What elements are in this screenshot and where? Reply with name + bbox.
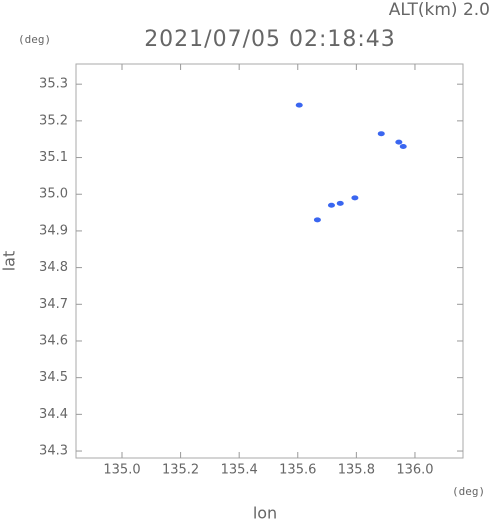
y-tick-label: 35.3 — [39, 77, 68, 92]
plot-frame — [75, 63, 464, 459]
x-tick-label: 135.4 — [221, 463, 258, 478]
y-tick-label: 34.8 — [39, 260, 68, 275]
y-tick-label: 34.4 — [39, 407, 68, 422]
y-unit: (deg) — [18, 33, 51, 46]
y-tick-label: 34.5 — [39, 370, 68, 385]
echo-cell — [313, 217, 321, 223]
x-tick-label: 135.8 — [338, 463, 375, 478]
y-tick-label: 34.7 — [39, 297, 68, 312]
echo-cell — [295, 102, 303, 108]
y-tick-label: 35.1 — [39, 150, 68, 165]
x-axis-label: lon — [253, 504, 277, 521]
x-unit: (deg) — [452, 485, 485, 498]
y-tick-label: 34.3 — [39, 444, 68, 459]
echo-cell — [395, 139, 403, 145]
echo-cell — [399, 144, 407, 150]
echo-cell — [351, 195, 359, 201]
x-tick-label: 135.2 — [162, 463, 199, 478]
chart-subtitle: ALT(km) 2.0 — [389, 0, 490, 20]
x-tick-label: 135.0 — [103, 463, 140, 478]
x-tick-label: 135.6 — [279, 463, 316, 478]
y-axis-label: lat — [0, 251, 19, 272]
echo-cell — [327, 202, 335, 208]
y-tick-label: 34.6 — [39, 333, 68, 348]
echo-cell — [377, 131, 385, 137]
y-tick-label: 35.0 — [39, 187, 68, 202]
y-tick-label: 35.2 — [39, 113, 68, 128]
x-tick-label: 136.0 — [396, 463, 433, 478]
y-tick-label: 34.9 — [39, 223, 68, 238]
chart-title: 2021/07/05 02:18:43 — [144, 27, 396, 52]
echo-cell — [336, 200, 344, 206]
